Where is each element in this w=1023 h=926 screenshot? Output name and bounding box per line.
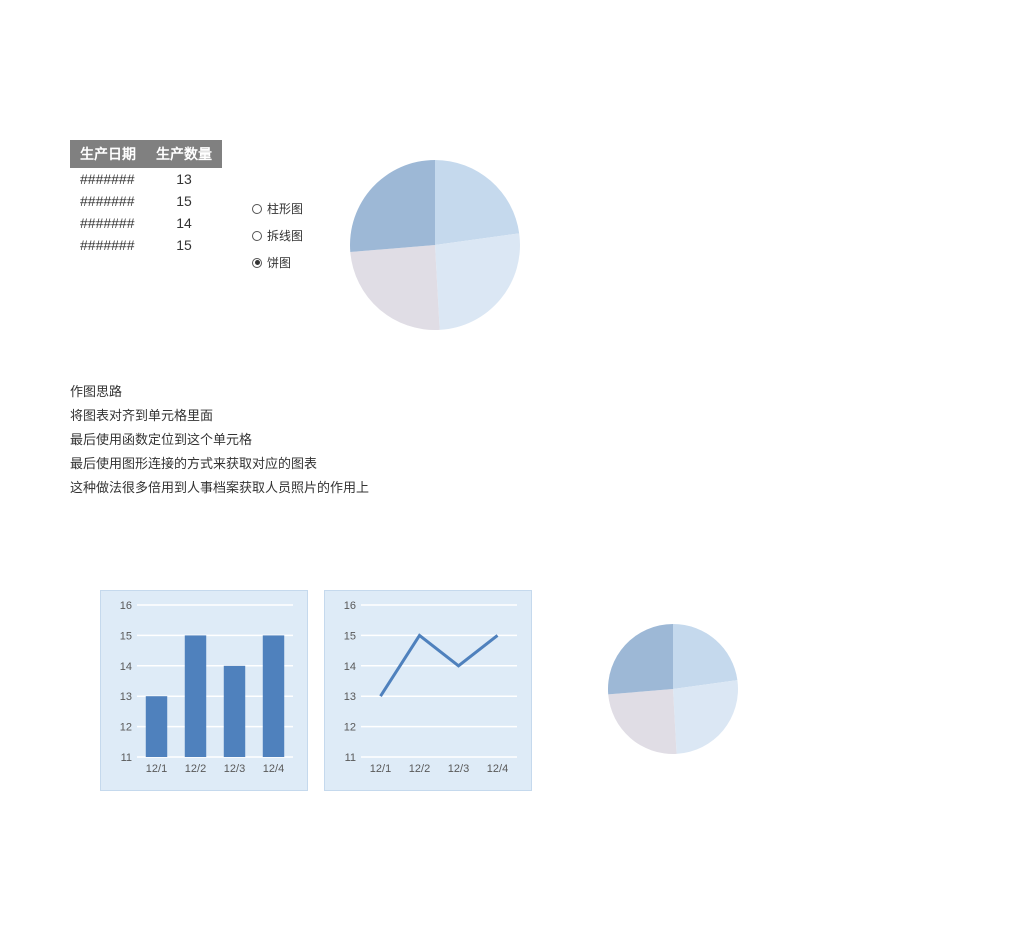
table-row: #######13: [70, 168, 222, 190]
pie-slice: [435, 233, 520, 330]
pie-slice: [673, 624, 737, 689]
pie-slice: [673, 680, 738, 754]
radio-option[interactable]: 拆线图: [252, 227, 303, 244]
pie-chart-main: [350, 160, 520, 333]
note-line: 将图表对齐到单元格里面: [70, 404, 369, 428]
radio-label: 饼图: [267, 254, 291, 271]
pie-slice: [350, 245, 439, 330]
bar-chart: 11 12 13 14 15 16 12/1 12/2 12/3 12/4: [100, 590, 308, 791]
x-tick-label: 12/2: [185, 763, 206, 775]
note-line: 最后使用图形连接的方式来获取对应的图表: [70, 452, 369, 476]
note-line: 最后使用函数定位到这个单元格: [70, 428, 369, 452]
radio-option[interactable]: 柱形图: [252, 200, 303, 217]
bar: [263, 635, 284, 757]
table-header-date: 生产日期: [70, 140, 146, 168]
pie-slice: [435, 160, 519, 245]
notes-block: 作图思路将图表对齐到单元格里面最后使用函数定位到这个单元格最后使用图形连接的方式…: [70, 380, 369, 500]
x-tick-label: 12/1: [146, 763, 167, 775]
cell-qty: 14: [146, 212, 222, 234]
note-line: 这种做法很多倍用到人事档案获取人员照片的作用上: [70, 476, 369, 500]
table-row: #######15: [70, 190, 222, 212]
cell-qty: 15: [146, 190, 222, 212]
x-tick-label: 12/2: [409, 763, 430, 775]
y-tick-label: 16: [344, 600, 356, 612]
cell-qty: 13: [146, 168, 222, 190]
cell-date: #######: [70, 168, 146, 190]
x-tick-label: 12/3: [224, 763, 245, 775]
bar: [146, 696, 167, 757]
pie-chart-small: [608, 624, 738, 757]
table-row: #######15: [70, 234, 222, 256]
y-tick-label: 15: [120, 630, 132, 642]
y-tick-label: 14: [120, 661, 132, 673]
pie-slice: [608, 624, 673, 694]
cell-date: #######: [70, 212, 146, 234]
cell-date: #######: [70, 190, 146, 212]
pie-slice: [608, 689, 676, 754]
table-header-qty: 生产数量: [146, 140, 222, 168]
radio-option[interactable]: 饼图: [252, 254, 303, 271]
chart-type-radio-group: 柱形图拆线图饼图: [252, 200, 303, 281]
radio-icon: [252, 204, 262, 214]
data-table: 生产日期 生产数量 #######13#######15#######14###…: [70, 140, 222, 256]
x-tick-label: 12/1: [370, 763, 391, 775]
cell-date: #######: [70, 234, 146, 256]
radio-label: 柱形图: [267, 200, 303, 217]
bar: [224, 666, 245, 757]
x-tick-label: 12/4: [263, 763, 284, 775]
cell-qty: 15: [146, 234, 222, 256]
line-chart: 11 12 13 14 15 16 12/1 12/2 12/3 12/4: [324, 590, 532, 791]
y-tick-label: 11: [345, 752, 356, 764]
y-tick-label: 16: [120, 600, 132, 612]
y-tick-label: 12: [344, 722, 356, 734]
y-tick-label: 15: [344, 630, 356, 642]
y-tick-label: 11: [121, 752, 132, 764]
bar: [185, 635, 206, 757]
note-line: 作图思路: [70, 380, 369, 404]
radio-icon: [252, 258, 262, 268]
radio-icon: [252, 231, 262, 241]
pie-slice: [350, 160, 435, 252]
y-tick-label: 12: [120, 722, 132, 734]
y-tick-label: 14: [344, 661, 356, 673]
y-tick-label: 13: [120, 691, 132, 703]
x-tick-label: 12/4: [487, 763, 508, 775]
table-row: #######14: [70, 212, 222, 234]
y-tick-label: 13: [344, 691, 356, 703]
radio-label: 拆线图: [267, 227, 303, 244]
x-tick-label: 12/3: [448, 763, 469, 775]
